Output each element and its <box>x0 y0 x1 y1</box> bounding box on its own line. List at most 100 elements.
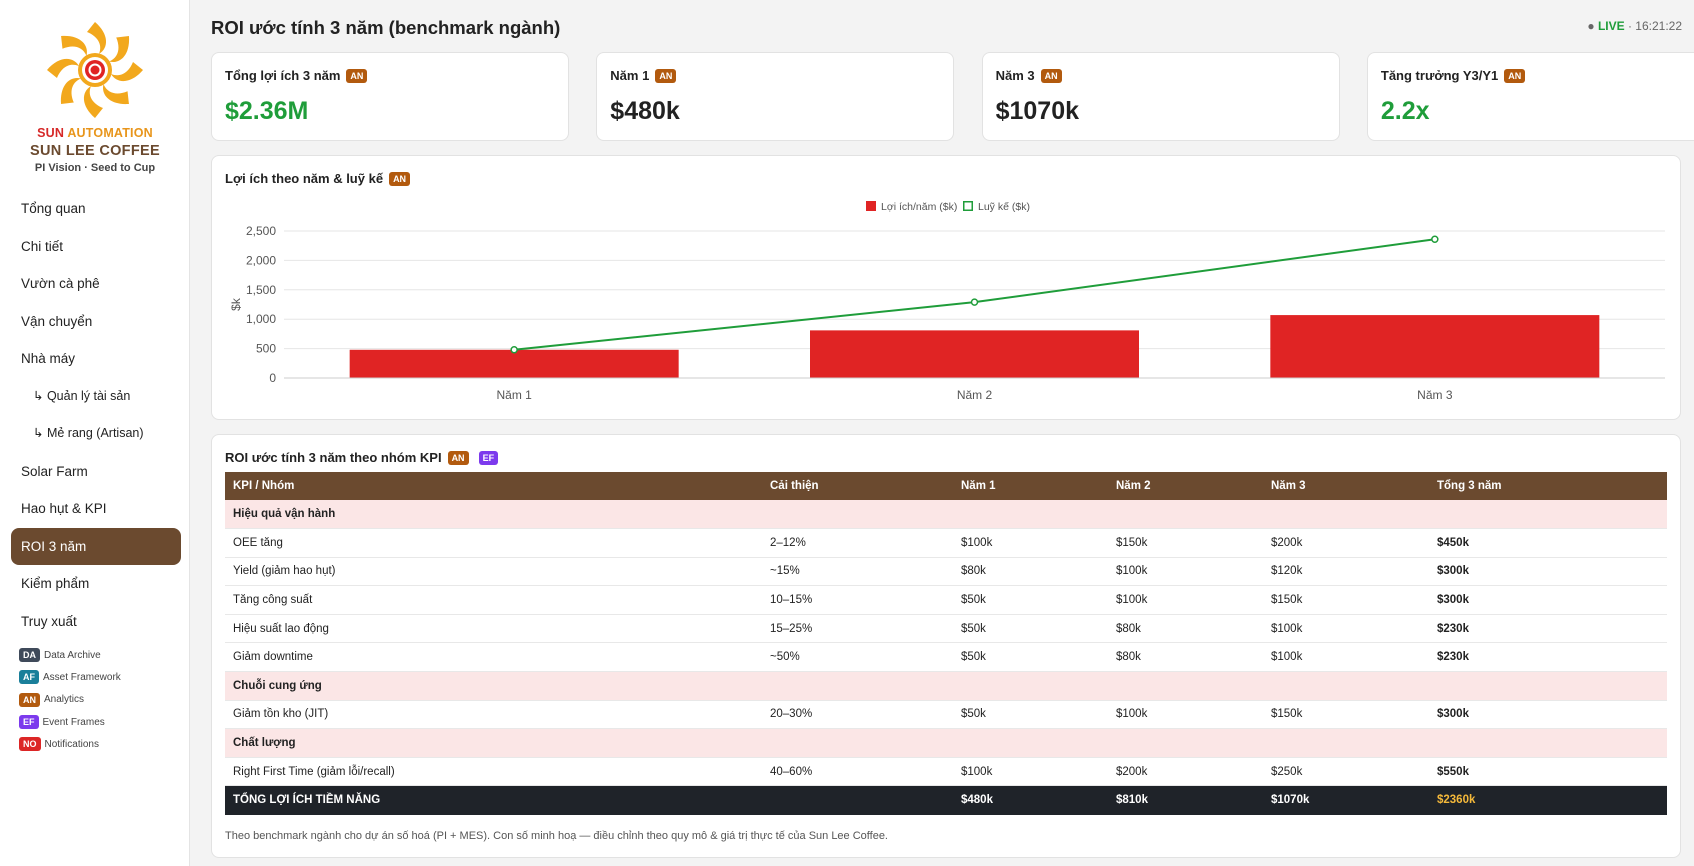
table-cell: ~15% <box>762 557 953 587</box>
kpi-label-text: Tổng lợi ích 3 năm <box>225 68 341 83</box>
table-row: Tăng công suất 10–15% $50k $100k $150k $300k <box>225 585 1667 615</box>
table-cell: 40–60% <box>762 757 953 787</box>
table-cell: $230k <box>1429 614 1667 644</box>
total-cell: TỔNG LỢI ÍCH TIỀM NĂNG <box>225 785 762 815</box>
bar <box>349 349 679 378</box>
total-cell: $480k <box>953 785 1108 815</box>
chart-title: Lợi ích theo năm & luỹ kế AN <box>225 171 414 186</box>
table-cell: $100k <box>953 757 1108 787</box>
sidebar-item-8[interactable]: Hao hụt & KPI <box>21 501 107 516</box>
legend-tag: NO <box>19 737 41 752</box>
table-row: Giảm tồn kho (JIT) 20–30% $50k $100k $150k $3… <box>225 700 1667 730</box>
table-tag-an: AN <box>447 450 469 465</box>
group-row: Chất lượng <box>225 728 1667 758</box>
table-body: Hiệu quả vận hành OEE tăng 2–12% $100k $150k… <box>225 500 1667 815</box>
brand-automation: AUTOMATION <box>67 126 153 140</box>
table-cell: $50k <box>953 700 1108 730</box>
table-cell: $200k <box>1108 757 1263 787</box>
x-tick-label: Năm 1 <box>496 388 532 402</box>
x-tick-label: Năm 3 <box>1417 388 1453 402</box>
legend-entry: Lợi ích/năm ($k) <box>881 201 957 213</box>
logo-block: SUN AUTOMATION SUN LEE COFFEE PI Vision … <box>0 18 190 174</box>
legend-swatch-line <box>963 201 973 211</box>
table-cell: $200k <box>1263 528 1429 558</box>
table-cell: Giảm tồn kho (JIT) <box>225 700 762 730</box>
y-tick-label: 1,000 <box>246 312 276 326</box>
table-cell: Tăng công suất <box>225 585 762 615</box>
sidebar-item-9[interactable]: ROI 3 năm <box>11 527 181 565</box>
x-tick-label: Năm 2 <box>957 388 993 402</box>
y-tick-label: 500 <box>256 342 276 356</box>
table-header-row: KPI / Nhóm Cải thiện Năm 1 Năm 2 Năm 3 Tổng 3… <box>225 472 1667 500</box>
sidebar: SUN AUTOMATION SUN LEE COFFEE PI Vision … <box>0 0 190 866</box>
table-cell: $550k <box>1429 757 1667 787</box>
sidebar-item-3[interactable]: Vận chuyển <box>21 313 93 329</box>
sidebar-item-4[interactable]: Nhà máy <box>21 351 76 366</box>
total-cell: $810k <box>1108 785 1263 815</box>
table-cell: $50k <box>953 642 1108 673</box>
line-point <box>510 346 518 354</box>
table-cell: $300k <box>1429 585 1667 615</box>
table-card: ROI ước tính 3 năm theo nhóm KPI AN EF K… <box>211 434 1681 858</box>
column-header: Tổng 3 năm <box>1429 472 1667 500</box>
table-cell: 15–25% <box>762 614 953 644</box>
legend-tag: AF <box>19 670 39 685</box>
sidebar-item-0[interactable]: Tổng quan <box>21 201 86 216</box>
sidebar-item-10[interactable]: Kiểm phẩm <box>21 576 90 591</box>
kpi-label: Tổng lợi ích 3 năm AN <box>225 68 371 83</box>
sidebar-item-5[interactable]: ↳ Quản lý tài sản <box>33 388 131 403</box>
kpi-value: 2.2x <box>1380 97 1430 125</box>
table-cell: $100k <box>1263 642 1429 673</box>
roi-table: KPI / Nhóm Cải thiện Năm 1 Năm 2 Năm 3 Tổng 3… <box>225 472 1667 815</box>
table-cell: $100k <box>1108 585 1263 615</box>
footnote: Theo benchmark ngành cho dự án số hoá (P… <box>225 830 888 842</box>
y-tick-label: 1,500 <box>246 283 276 297</box>
kpi-label-text: Năm 1 <box>610 68 650 83</box>
kpi-card: Tổng lợi ích 3 năm AN $2.36M <box>211 52 569 141</box>
legend-tag: EF <box>19 715 39 730</box>
bar <box>1270 315 1600 378</box>
legend-label: Event Frames <box>42 716 105 728</box>
live-indicator: ● LIVE · 16:21:22 <box>1587 19 1682 33</box>
total-cell <box>762 785 953 815</box>
table-cell: $300k <box>1429 557 1667 587</box>
table-cell: 10–15% <box>762 585 953 615</box>
legend-item: AF Asset Framework <box>19 666 121 688</box>
sidebar-item-7[interactable]: Solar Farm <box>21 463 88 479</box>
y-tick-label: 2,000 <box>246 253 276 267</box>
benefit-chart: 0 500 1,000 1,500 2,000 2,500 $k Lợi ích/năm ($… <box>229 201 1665 402</box>
legend-label: Data Archive <box>44 649 101 661</box>
line-point <box>970 298 979 306</box>
legend-item: NO Notifications <box>19 733 121 755</box>
sidebar-item-11[interactable]: Truy xuất <box>21 613 77 629</box>
table-cell: $150k <box>1108 528 1263 558</box>
sidebar-item-1[interactable]: Chi tiết <box>21 238 64 254</box>
table-cell: $100k <box>953 528 1108 558</box>
legend-item: EF Event Frames <box>19 711 121 733</box>
total-row: TỔNG LỢI ÍCH TIỀM NĂNG $480k $810k $1070k $2… <box>225 785 1667 815</box>
page-title: ROI ước tính 3 năm (benchmark ngành) <box>211 17 561 38</box>
table-cell: $80k <box>1108 614 1263 644</box>
brand-sun: SUN <box>37 126 65 140</box>
sidebar-item-2[interactable]: Vườn cà phê <box>21 276 100 291</box>
sidebar-item-6[interactable]: ↳ Mẻ rang (Artisan) <box>33 426 144 440</box>
kpi-label: Năm 1 AN <box>610 68 680 83</box>
legend-label: Asset Framework <box>43 671 121 683</box>
total-cell: $2360k <box>1429 785 1667 815</box>
table-cell: $150k <box>1263 700 1429 730</box>
table-row: Hiệu suất lao động 15–25% $50k $80k $100k $23… <box>225 614 1667 644</box>
column-header: Năm 3 <box>1263 472 1429 500</box>
table-cell: 2–12% <box>762 528 953 558</box>
sidebar-nav: Tổng quan Chi tiết Vườn cà phê Vận chuyển Nh… <box>11 190 181 640</box>
y-tick-label: 2,500 <box>246 224 276 238</box>
line-point <box>1431 235 1439 243</box>
table-cell: $100k <box>1108 700 1263 730</box>
kpi-card: Năm 3 AN $1070k <box>981 52 1340 141</box>
legend-tag: DA <box>19 648 40 663</box>
kpi-tag: AN <box>346 68 368 83</box>
company-name: SUN LEE COFFEE <box>30 143 160 159</box>
kpi-value: $2.36M <box>225 97 309 125</box>
kpi-label-text: Năm 3 <box>995 68 1035 83</box>
column-header: Năm 2 <box>1108 472 1263 500</box>
table-cell: OEE tăng <box>225 528 762 558</box>
